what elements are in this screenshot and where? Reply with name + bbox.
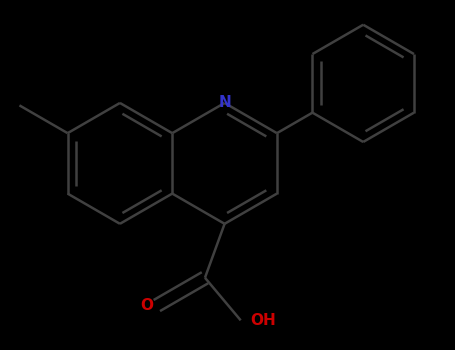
Text: N: N <box>218 96 231 111</box>
Text: O: O <box>140 298 153 313</box>
Text: OH: OH <box>250 313 276 328</box>
